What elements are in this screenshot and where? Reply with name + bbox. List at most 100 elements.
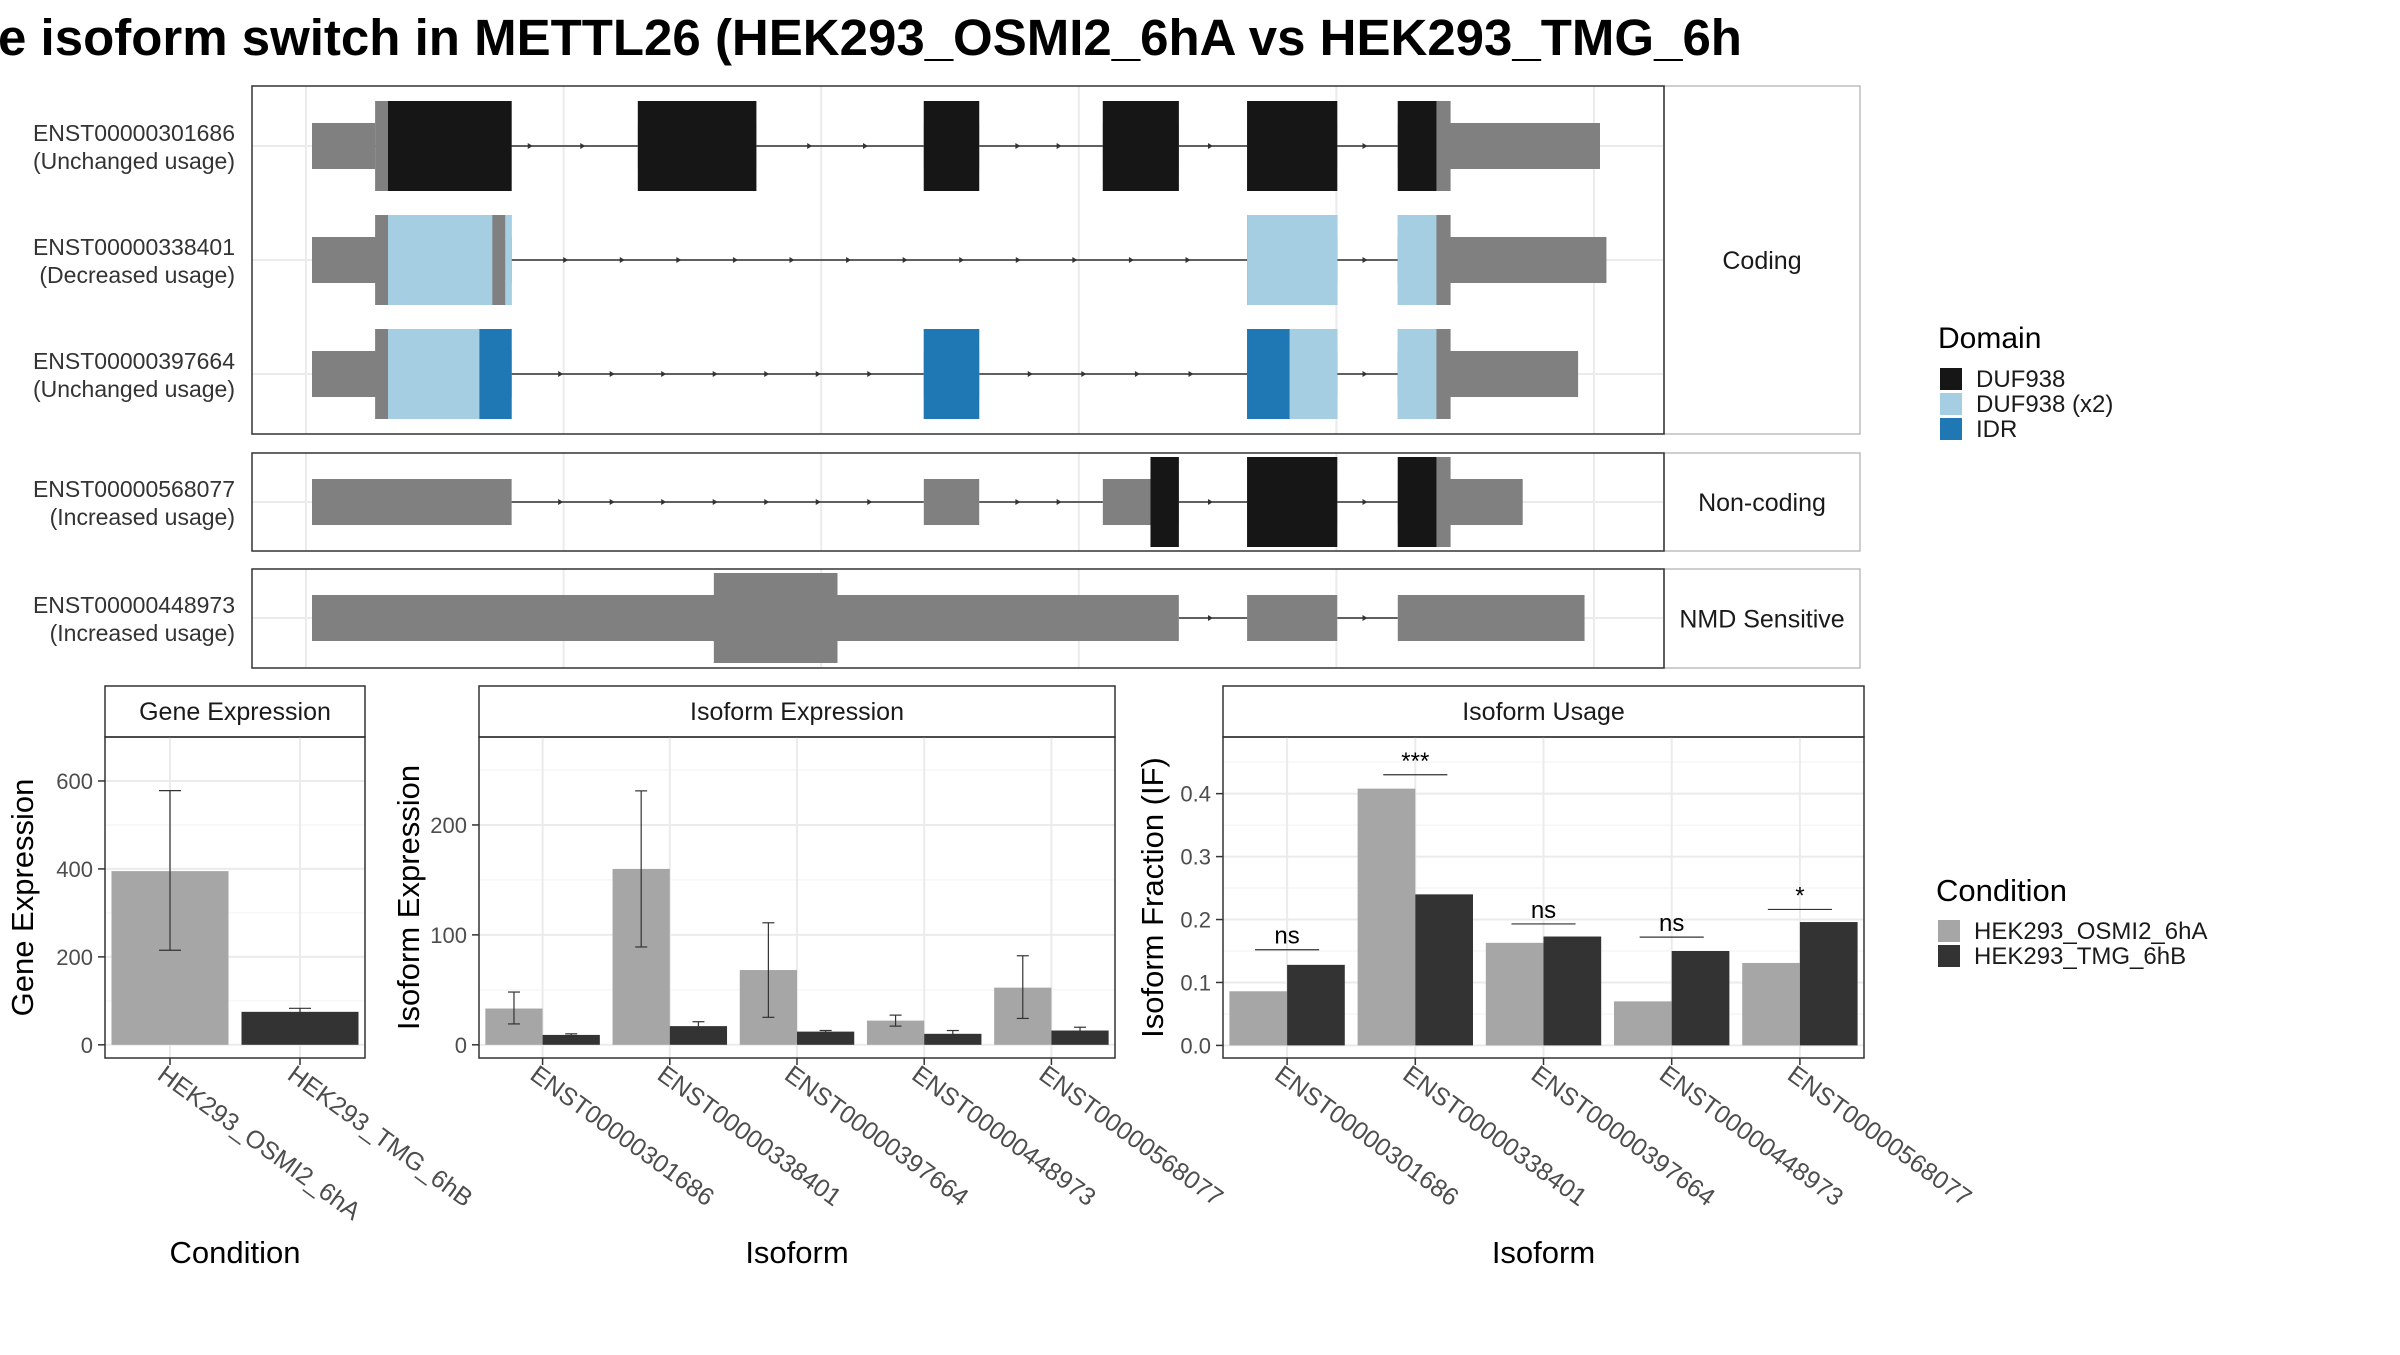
transcript-label: ENST00000338401 — [33, 234, 235, 260]
chart-title: Gene Expression — [139, 698, 331, 726]
intron-arrow — [1362, 615, 1368, 621]
intron-arrow — [1128, 257, 1134, 263]
intron-arrow — [661, 499, 667, 505]
intron-arrow — [846, 257, 852, 263]
legend-swatch — [1938, 920, 1960, 942]
intron-arrow — [676, 257, 682, 263]
domain-block-duf938-x2- — [1289, 329, 1338, 419]
chart-title: Isoform Expression — [690, 698, 904, 726]
intron-arrow — [1081, 371, 1087, 377]
transcript-usage: (Unchanged usage) — [33, 148, 235, 174]
domain-legend-title: Domain — [1938, 322, 2041, 355]
bar-hek293_tmg_6hb — [1671, 951, 1730, 1046]
bar-hek293_tmg_6hb — [1799, 922, 1858, 1046]
panel-border — [251, 568, 1665, 669]
intron-arrow — [609, 499, 615, 505]
utr-exon — [1247, 595, 1338, 641]
intron-arrow — [764, 371, 770, 377]
y-tick-label: 0 — [81, 1033, 93, 1058]
intron-arrow — [867, 499, 873, 505]
bar-hek293_osmi2_6ha — [1357, 788, 1416, 1046]
bar-hek293_tmg_6hb — [1051, 1030, 1109, 1045]
y-tick-label: 0.1 — [1180, 970, 1211, 995]
y-tick-label: 0.0 — [1180, 1033, 1211, 1058]
intron-arrow — [902, 257, 908, 263]
utr-exon — [1397, 595, 1585, 641]
transcript-label: ENST00000397664 — [33, 348, 235, 374]
y-tick-label: 0.2 — [1180, 908, 1211, 933]
bar-hek293_osmi2_6ha — [1229, 991, 1288, 1046]
transcript-usage: (Decreased usage) — [39, 262, 235, 288]
y-axis-title: Isoform Expression — [391, 765, 426, 1030]
transcript-ENST00000568077: ENST00000568077(Increased usage) — [33, 457, 1664, 547]
intron-arrow — [1362, 371, 1368, 377]
domain-block-idr — [1247, 329, 1290, 419]
intron-arrow — [1027, 371, 1033, 377]
domain-block-idr — [923, 329, 980, 419]
y-tick-label: 600 — [56, 769, 93, 794]
bar-hek293_tmg_6hb — [1543, 936, 1602, 1046]
y-axis-title: Gene Expression — [5, 779, 40, 1017]
chart-strip — [104, 685, 366, 738]
cds-exon — [713, 573, 838, 663]
y-tick-label: 200 — [430, 813, 467, 838]
transcript-ENST00000448973: ENST00000448973(Increased usage) — [33, 573, 1664, 663]
transcript-ENST00000338401: ENST00000338401(Decreased usage) — [33, 215, 1664, 305]
intron-arrow — [807, 143, 813, 149]
intron-arrow — [1188, 371, 1194, 377]
x-axis-title: Isoform — [745, 1235, 848, 1270]
y-tick-label: 0.4 — [1180, 782, 1211, 807]
intron-arrow — [1207, 615, 1213, 621]
domain-block-duf938-x2- — [505, 215, 512, 305]
domain-legend-label: DUF938 — [1976, 366, 2065, 393]
significance-label: ns — [1274, 923, 1299, 950]
transcript-label: ENST00000448973 — [33, 592, 235, 618]
bar-hek293_tmg_6hb — [542, 1034, 600, 1045]
y-tick-label: 400 — [56, 857, 93, 882]
domain-block-duf938 — [637, 101, 757, 191]
intron-arrow — [1015, 257, 1021, 263]
bar-hek293_osmi2_6ha — [1742, 962, 1800, 1046]
intron-arrow — [1015, 143, 1021, 149]
intron-arrow — [712, 371, 718, 377]
intron-arrow — [527, 143, 533, 149]
intron-arrow — [1362, 143, 1368, 149]
bar-hek293_tmg_6hb — [1415, 894, 1473, 1046]
intron-arrow — [558, 371, 564, 377]
transcript-label: ENST00000568077 — [33, 476, 235, 502]
chart-title: Isoform Usage — [1462, 698, 1625, 726]
intron-arrow — [815, 371, 821, 377]
intron-arrow — [1015, 499, 1021, 505]
domain-block-duf938 — [1397, 457, 1437, 547]
bar — [241, 1011, 359, 1045]
facet-strip — [1663, 85, 1861, 435]
transcript-ENST00000397664: ENST00000397664(Unchanged usage) — [33, 329, 1664, 419]
legend-swatch — [1940, 393, 1962, 415]
transcript-usage: (Increased usage) — [50, 620, 235, 646]
y-tick-label: 100 — [430, 923, 467, 948]
utr-exon — [312, 123, 376, 169]
domain-block-duf938 — [1102, 101, 1179, 191]
y-tick-label: 0 — [455, 1033, 467, 1058]
transcript-usage: (Increased usage) — [50, 504, 235, 530]
intron-arrow — [867, 371, 873, 377]
facet-strip-label: Coding — [1722, 247, 1801, 275]
domain-block-duf938-x2- — [1397, 215, 1437, 305]
bar-hek293_tmg_6hb — [669, 1026, 728, 1045]
bar-hek293_tmg_6hb — [1287, 964, 1345, 1046]
condition-legend-label: HEK293_OSMI2_6hA — [1974, 918, 2207, 945]
condition-legend-label: HEK293_TMG_6hB — [1974, 943, 2186, 970]
domain-block-duf938-x2- — [1397, 329, 1437, 419]
x-axis-title: Isoform — [1492, 1235, 1595, 1270]
significance-label: * — [1795, 882, 1804, 909]
intron-arrow — [789, 257, 795, 263]
intron-arrow — [815, 499, 821, 505]
x-axis-title: Condition — [170, 1235, 301, 1270]
legend-swatch — [1940, 418, 1962, 440]
utr-exon — [923, 479, 980, 525]
chart-isoform-expression: Isoform Expression0100200ENST00000301686… — [391, 685, 1228, 1270]
